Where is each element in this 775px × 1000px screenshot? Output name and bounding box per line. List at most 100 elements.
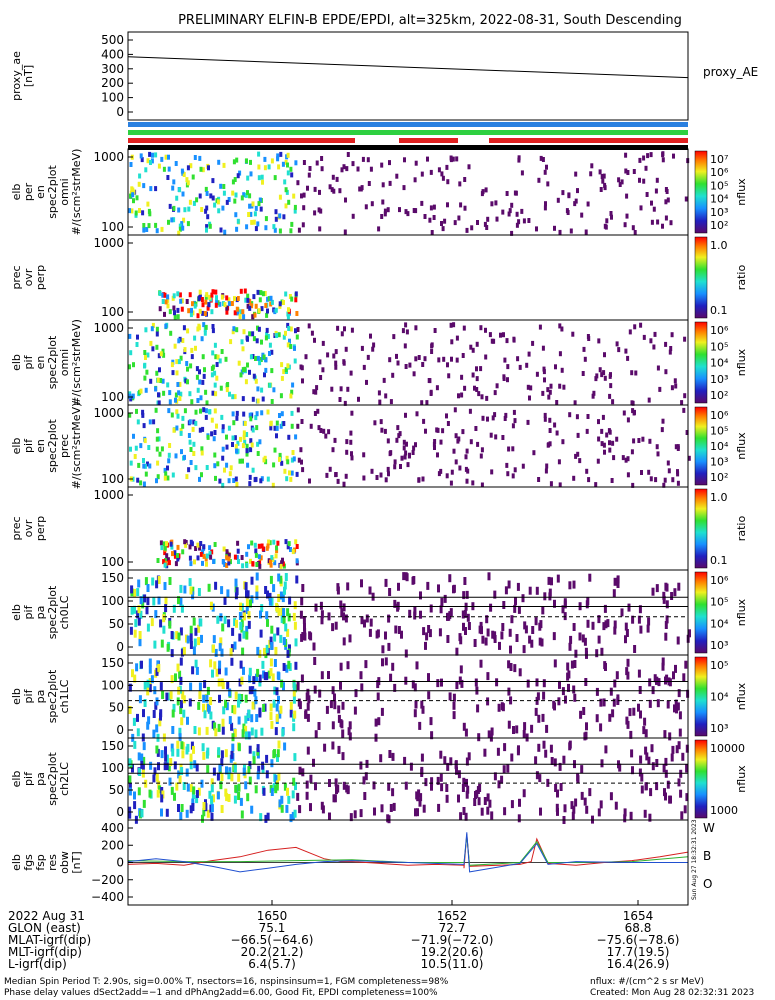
heatmap-cell bbox=[276, 156, 280, 162]
heatmap-cell bbox=[578, 632, 582, 641]
heatmap-cell bbox=[549, 744, 553, 753]
heatmap-cell bbox=[542, 679, 546, 688]
heatmap-cell bbox=[242, 666, 245, 675]
heatmap-cell bbox=[413, 606, 417, 615]
heatmap-cell bbox=[317, 207, 321, 213]
heatmap-cell bbox=[210, 549, 214, 555]
heatmap-cell bbox=[273, 633, 277, 642]
heatmap-cell bbox=[225, 555, 229, 561]
heatmap-cell bbox=[278, 303, 282, 309]
heatmap-cell bbox=[234, 691, 238, 700]
heatmap-cell bbox=[190, 347, 194, 353]
heatmap-cell bbox=[604, 620, 608, 629]
heatmap-cell bbox=[200, 779, 204, 788]
heatmap-cell bbox=[211, 350, 215, 356]
xaxis-tick-value: 75.1 bbox=[259, 921, 286, 935]
colorbar-tick-label: 10³ bbox=[710, 639, 728, 652]
heatmap-cell bbox=[209, 193, 213, 199]
heatmap-cell bbox=[300, 459, 303, 465]
heatmap-cell bbox=[349, 430, 353, 436]
heatmap-cell bbox=[665, 600, 669, 609]
heatmap-cell bbox=[461, 610, 465, 619]
heatmap-cell bbox=[507, 580, 511, 589]
heatmap-cell bbox=[424, 428, 427, 434]
heatmap-cell bbox=[275, 333, 279, 338]
heatmap-cell bbox=[368, 586, 372, 595]
heatmap-cell bbox=[285, 664, 289, 673]
heatmap-cell bbox=[178, 381, 182, 387]
heatmap-cell bbox=[233, 729, 237, 737]
heatmap-cell bbox=[688, 629, 691, 638]
heatmap-cell bbox=[462, 325, 466, 331]
heatmap-cell bbox=[378, 399, 382, 405]
heatmap-cell bbox=[243, 421, 247, 426]
heatmap-cell bbox=[231, 190, 235, 196]
heatmap-cell bbox=[166, 294, 170, 300]
heatmap-cell bbox=[387, 471, 390, 477]
heatmap-cell bbox=[188, 419, 192, 425]
heatmap-cell bbox=[188, 199, 192, 205]
heatmap-cell bbox=[266, 543, 270, 549]
heatmap-cell bbox=[148, 658, 152, 667]
heatmap-cell bbox=[272, 584, 276, 593]
heatmap-cell bbox=[474, 426, 478, 431]
heatmap-cell bbox=[242, 767, 246, 776]
heatmap-cell bbox=[471, 372, 475, 378]
heatmap-cell bbox=[477, 733, 481, 742]
heatmap-cell bbox=[429, 205, 433, 211]
heatmap-cell bbox=[293, 601, 297, 610]
heatmap-cell bbox=[163, 545, 167, 551]
heatmap-cell bbox=[420, 753, 424, 762]
heatmap-cell bbox=[282, 300, 285, 305]
heatmap-cell bbox=[155, 326, 159, 332]
heatmap-cell bbox=[655, 782, 659, 791]
heatmap-cell bbox=[491, 415, 495, 421]
heatmap-cell bbox=[537, 743, 541, 752]
heatmap-cell bbox=[143, 594, 147, 603]
heatmap-cell bbox=[668, 678, 672, 687]
heatmap-cell bbox=[273, 447, 277, 453]
panel-frame bbox=[127, 148, 689, 236]
heatmap-cell bbox=[648, 699, 652, 708]
heatmap-cell bbox=[223, 596, 227, 605]
heatmap-cell bbox=[539, 155, 543, 161]
heatmap-cell bbox=[452, 693, 456, 702]
heatmap-cell bbox=[348, 721, 352, 730]
heatmap-cell bbox=[278, 228, 282, 234]
heatmap-cell bbox=[155, 331, 159, 337]
heatmap-cell bbox=[606, 619, 610, 628]
heatmap-cell bbox=[170, 544, 174, 550]
heatmap-cell bbox=[522, 645, 526, 654]
heatmap-cell bbox=[576, 188, 579, 194]
heatmap-cell bbox=[397, 582, 400, 591]
heatmap-cell bbox=[168, 777, 172, 786]
heatmap-cell bbox=[277, 594, 281, 602]
heatmap-cell bbox=[459, 636, 463, 645]
heatmap-cell bbox=[280, 615, 284, 624]
series-line-w bbox=[127, 834, 689, 869]
heatmap-cell bbox=[362, 475, 366, 481]
heatmap-cell bbox=[465, 757, 469, 766]
heatmap-cell bbox=[221, 301, 225, 307]
heatmap-cell bbox=[646, 153, 650, 159]
heatmap-cell bbox=[327, 612, 331, 621]
heatmap-cell bbox=[623, 808, 627, 817]
heatmap-cell bbox=[376, 680, 380, 689]
y-axis-label: res bbox=[46, 854, 59, 871]
heatmap-cell bbox=[527, 218, 531, 223]
heatmap-cell bbox=[243, 366, 247, 372]
heatmap-cell bbox=[208, 551, 212, 557]
heatmap-cell bbox=[251, 201, 255, 207]
heatmap-cell bbox=[340, 608, 344, 617]
heatmap-cell bbox=[137, 617, 141, 626]
heatmap-cell bbox=[642, 155, 646, 161]
heatmap-cell bbox=[543, 592, 547, 601]
heatmap-cell bbox=[277, 772, 281, 781]
heatmap-cell bbox=[462, 777, 466, 786]
heatmap-cell bbox=[644, 729, 648, 738]
heatmap-cell bbox=[501, 623, 505, 631]
heatmap-cell bbox=[250, 805, 254, 814]
heatmap-cell bbox=[473, 639, 477, 647]
heatmap-cell bbox=[165, 762, 169, 770]
heatmap-cell bbox=[462, 722, 466, 731]
